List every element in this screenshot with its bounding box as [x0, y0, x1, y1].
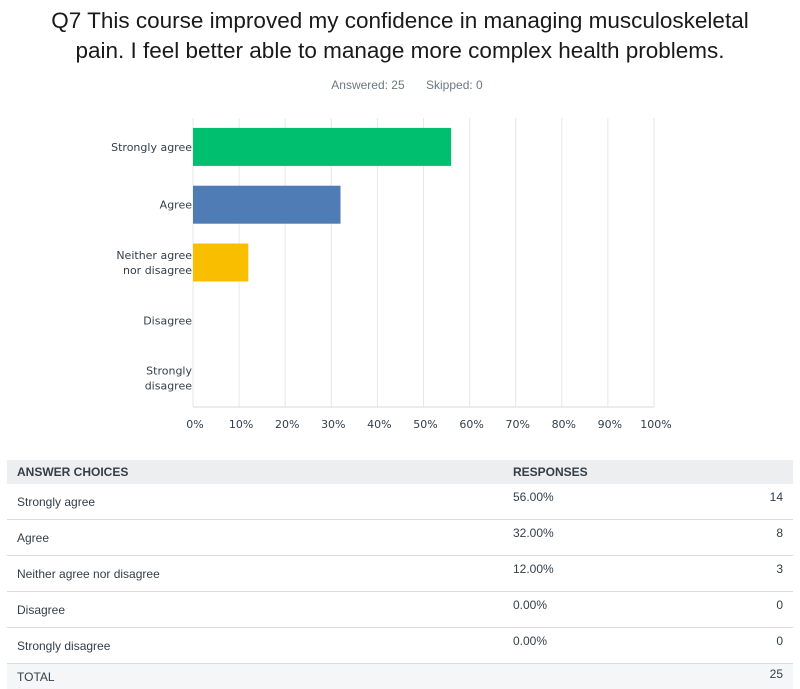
answer-choice: Agree — [7, 520, 503, 556]
x-tick-label: 10% — [229, 418, 253, 431]
table-row: Agree 32.00% 8 — [7, 520, 793, 556]
response-count: 3 — [690, 556, 793, 592]
question-title: Q7 This course improved my confidence in… — [0, 6, 800, 66]
responses-header: RESPONSES — [503, 460, 793, 484]
question-title-line-2: pain. I feel better able to manage more … — [0, 36, 800, 66]
x-tick-label: 20% — [275, 418, 299, 431]
response-percent: 56.00% — [503, 484, 690, 520]
response-percent: 12.00% — [503, 556, 690, 592]
category-label: nor disagree — [123, 264, 192, 277]
total-row: TOTAL 25 — [7, 664, 793, 689]
answer-choice: Neither agree nor disagree — [7, 556, 503, 592]
category-label: disagree — [145, 380, 193, 393]
bar — [193, 186, 341, 224]
question-title-line-1: Q7 This course improved my confidence in… — [0, 6, 800, 36]
answer-choices-header: ANSWER CHOICES — [7, 460, 503, 484]
response-summary: Answered: 25 Skipped: 0 — [0, 78, 800, 92]
x-tick-label: 100% — [640, 418, 671, 431]
x-tick-label: 80% — [552, 418, 576, 431]
response-percent: 0.00% — [503, 628, 690, 664]
x-tick-label: 0% — [186, 418, 203, 431]
response-percent: 32.00% — [503, 520, 690, 556]
answer-choice: Strongly agree — [7, 484, 503, 520]
answered-count: Answered: 25 — [331, 78, 404, 92]
answer-choice: Disagree — [7, 592, 503, 628]
x-tick-label: 90% — [598, 418, 622, 431]
response-count: 0 — [690, 592, 793, 628]
category-label: Agree — [160, 199, 193, 212]
category-label: Strongly agree — [111, 141, 192, 154]
table-header-row: ANSWER CHOICES RESPONSES — [7, 460, 793, 484]
x-tick-label: 30% — [321, 418, 345, 431]
x-tick-label: 60% — [459, 418, 483, 431]
response-percent: 0.00% — [503, 592, 690, 628]
skipped-count: Skipped: 0 — [426, 78, 483, 92]
response-count: 14 — [690, 484, 793, 520]
table-row: Strongly agree 56.00% 14 — [7, 484, 793, 520]
table-row: Disagree 0.00% 0 — [7, 592, 793, 628]
response-count: 8 — [690, 520, 793, 556]
bar — [193, 244, 248, 282]
responses-table: ANSWER CHOICES RESPONSES Strongly agree … — [7, 460, 793, 689]
total-spacer — [503, 664, 690, 689]
answer-choice: Strongly disagree — [7, 628, 503, 664]
table-row: Strongly disagree 0.00% 0 — [7, 628, 793, 664]
total-label: TOTAL — [7, 664, 503, 689]
bar — [193, 128, 451, 166]
x-tick-label: 70% — [505, 418, 529, 431]
category-label: Strongly — [146, 365, 192, 378]
response-count: 0 — [690, 628, 793, 664]
table-row: Neither agree nor disagree 12.00% 3 — [7, 556, 793, 592]
category-label: Neither agree — [116, 249, 192, 262]
x-tick-label: 50% — [413, 418, 437, 431]
category-label: Disagree — [143, 314, 192, 327]
total-count: 25 — [690, 664, 793, 689]
bar-chart: 0% 10% 20% 30% 40% 50% 60% 70% 80% 90% 100% Strongl… — [0, 110, 800, 440]
x-tick-label: 40% — [367, 418, 391, 431]
